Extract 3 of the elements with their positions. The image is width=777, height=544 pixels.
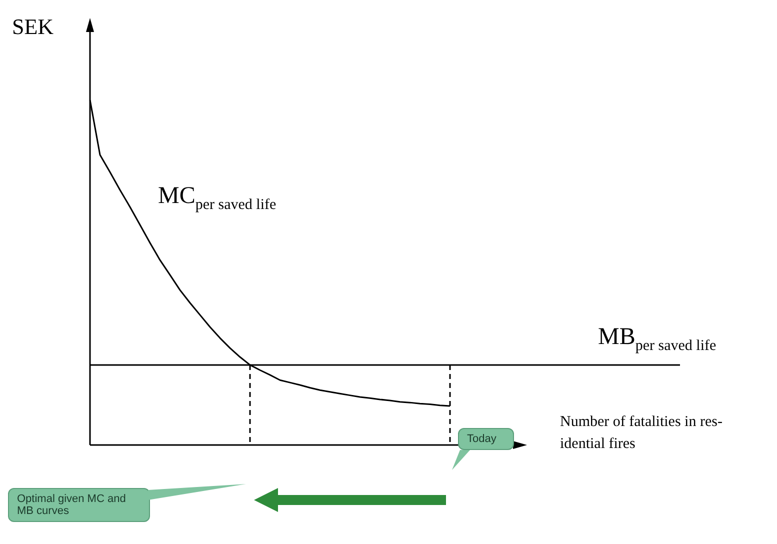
y-axis-title: SEK <box>12 14 54 40</box>
callout-box: Optimal given MC and MB curves <box>8 488 150 522</box>
x-axis-title: Number of fatalities in res- idential fires <box>560 413 722 454</box>
